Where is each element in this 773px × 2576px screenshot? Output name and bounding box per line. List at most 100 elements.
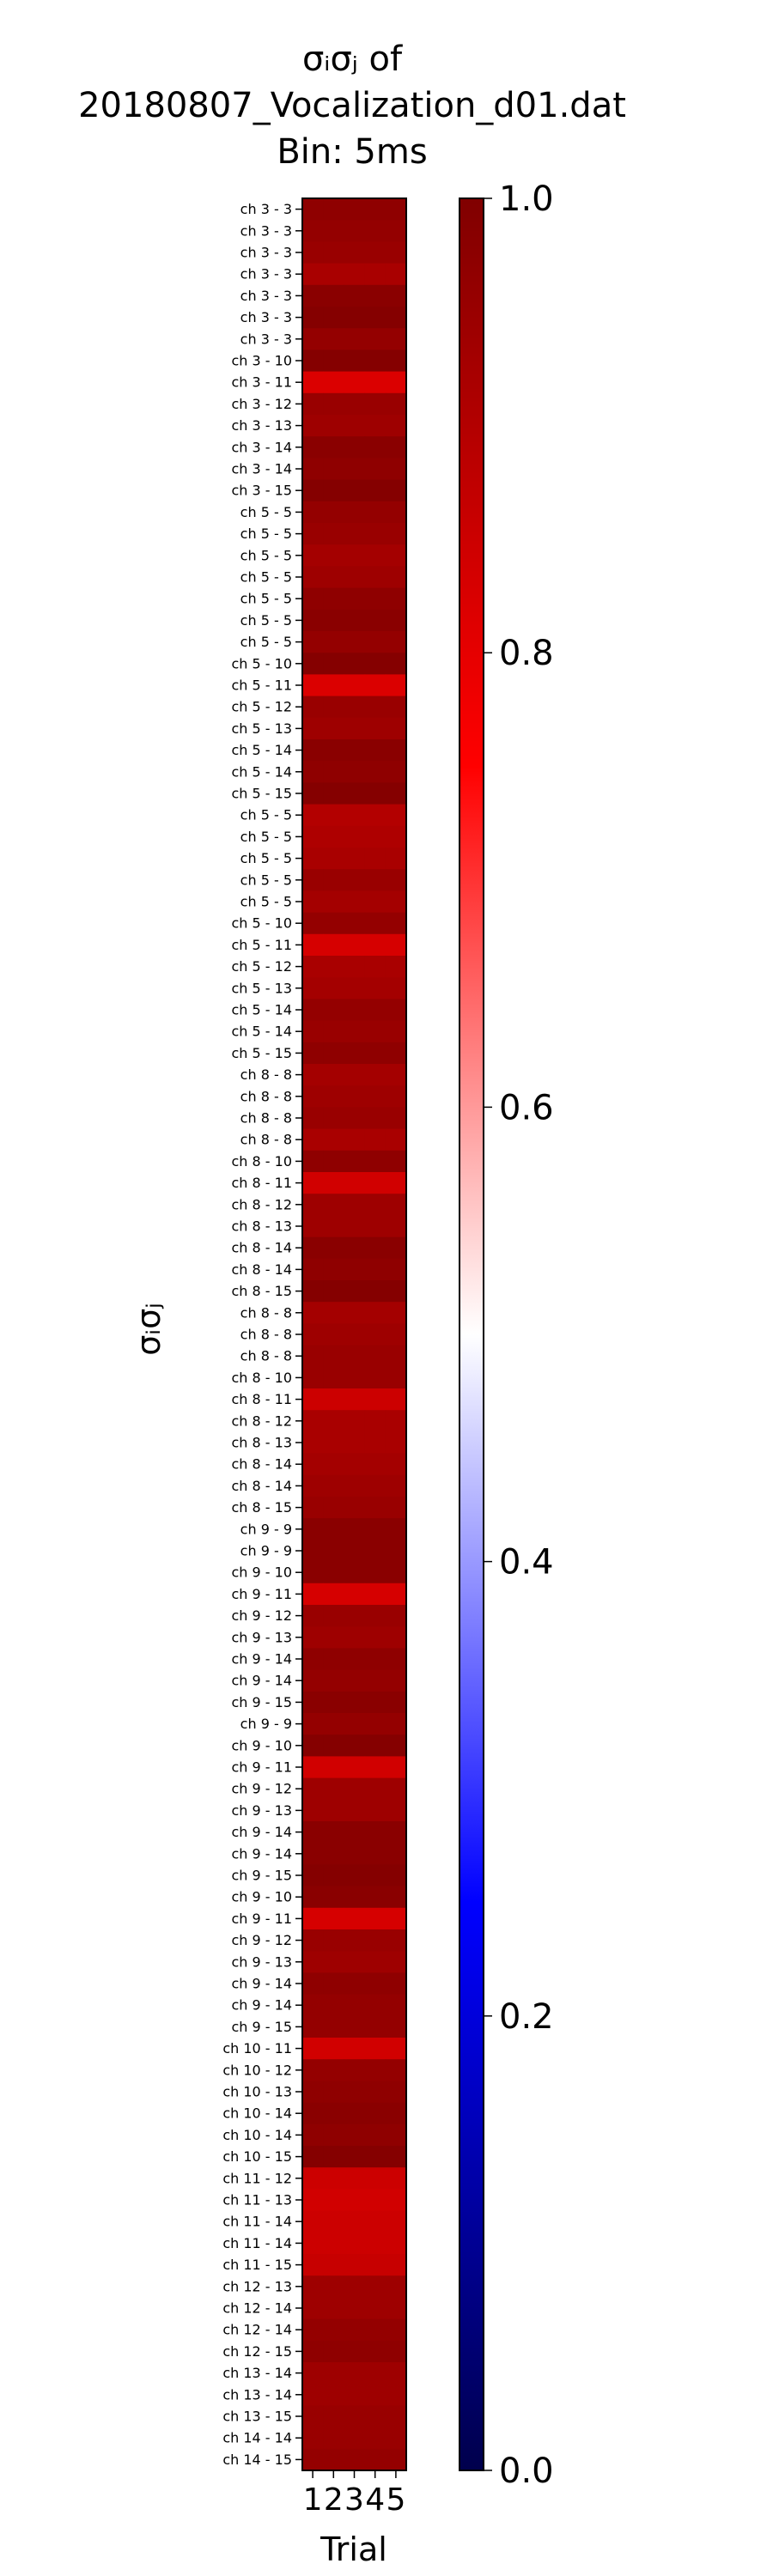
y-tick-label: ch 9 - 13: [231, 1629, 292, 1645]
heatmap-cell: [385, 956, 407, 978]
y-tick-label: ch 5 - 14: [231, 1002, 292, 1018]
heatmap-cell: [302, 1929, 324, 1952]
heatmap-cell: [344, 1951, 366, 1973]
heatmap-cell: [323, 1669, 344, 1692]
y-tick-label: ch 5 - 13: [231, 980, 292, 996]
heatmap-cell: [323, 1474, 344, 1498]
heatmap-cell: [364, 198, 386, 221]
heatmap-cell: [302, 263, 324, 286]
heatmap-cell: [323, 392, 344, 416]
y-tick-label: ch 5 - 15: [231, 786, 292, 802]
heatmap-cell: [302, 2059, 324, 2081]
y-tick-label: ch 10 - 11: [222, 2040, 292, 2057]
heatmap-cell: [323, 674, 344, 697]
y-tick-label: ch 9 - 11: [231, 1759, 292, 1776]
heatmap-cell: [302, 933, 324, 957]
heatmap-cell: [364, 1107, 386, 1130]
colorbar-tick-label: 0.6: [499, 1088, 554, 1127]
heatmap-cell: [323, 1864, 344, 1887]
heatmap-cell: [385, 198, 407, 221]
heatmap-cell: [385, 653, 407, 675]
heatmap-cell: [385, 2038, 407, 2060]
heatmap-cell: [302, 1302, 324, 1324]
heatmap-cell: [385, 1323, 407, 1346]
heatmap-cell: [344, 2340, 366, 2363]
heatmap-cell: [364, 782, 386, 805]
y-tick-label: ch 9 - 14: [231, 1673, 292, 1689]
heatmap-cell: [364, 1280, 386, 1303]
y-tick-label: ch 5 - 5: [240, 634, 292, 650]
heatmap-cell: [385, 1280, 407, 1303]
heatmap-cell: [385, 2015, 407, 2038]
heatmap-cell: [385, 2318, 407, 2342]
heatmap-cell: [323, 328, 344, 350]
heatmap-cell: [364, 609, 386, 632]
y-tick-label: ch 5 - 13: [231, 720, 292, 737]
y-tick-label: ch 8 - 15: [231, 1499, 292, 1516]
heatmap-cell: [364, 2405, 386, 2428]
y-tick-labels: ch 3 - 3 ch 3 - 3 ch 3 - 3 ch 3 - 3 ch 3 - 3…: [222, 201, 302, 2468]
heatmap-cell: [364, 1799, 386, 1822]
heatmap-cell: [385, 2059, 407, 2081]
heatmap-cell: [302, 523, 324, 545]
heatmap-cell: [323, 1497, 344, 1519]
heatmap-cell: [302, 2232, 324, 2255]
heatmap-cell: [385, 1626, 407, 1649]
heatmap-cell: [364, 436, 386, 459]
heatmap-cell: [364, 977, 386, 999]
heatmap-cell: [323, 1172, 344, 1194]
heatmap-cell: [323, 2015, 344, 2038]
heatmap-cell: [344, 241, 366, 264]
heatmap-cell: [364, 1302, 386, 1324]
heatmap-cell: [364, 241, 386, 264]
heatmap-cell: [323, 1713, 344, 1735]
y-tick-label: ch 13 - 15: [222, 2409, 292, 2425]
y-tick-label: ch 8 - 10: [231, 1370, 292, 1386]
heatmap-cell: [385, 1994, 407, 2017]
y-tick-label: ch 8 - 12: [231, 1196, 292, 1212]
heatmap-cell: [344, 349, 366, 373]
x-tick-label: 5: [386, 2482, 405, 2518]
heatmap-cell: [302, 2405, 324, 2428]
y-tick-label: ch 13 - 14: [222, 2386, 292, 2403]
heatmap-cell: [385, 1799, 407, 1822]
heatmap-cell: [323, 804, 344, 827]
heatmap-cell: [385, 609, 407, 632]
heatmap-cell: [323, 825, 344, 848]
heatmap-cell: [385, 1410, 407, 1432]
y-tick-label: ch 9 - 15: [231, 1868, 292, 1884]
heatmap-cell: [323, 999, 344, 1022]
y-tick-label: ch 9 - 12: [231, 1607, 292, 1624]
heatmap-cell: [323, 1042, 344, 1065]
heatmap-cell: [385, 307, 407, 329]
heatmap-cell: [385, 2189, 407, 2212]
heatmap-cell: [344, 977, 366, 999]
heatmap-cell: [385, 1561, 407, 1584]
heatmap-cells: [302, 198, 407, 2471]
heatmap-cell: [323, 631, 344, 653]
heatmap-cell: [344, 501, 366, 524]
heatmap-cell: [302, 2123, 324, 2147]
colorbar-tick-label: 1.0: [499, 179, 554, 219]
heatmap-cell: [364, 479, 386, 502]
heatmap-cell: [323, 2405, 344, 2428]
heatmap-cell: [344, 890, 366, 914]
heatmap-cell: [385, 1864, 407, 1887]
heatmap-cell: [302, 1756, 324, 1779]
heatmap-cell: [344, 1150, 366, 1173]
heatmap-cell: [323, 2275, 344, 2298]
heatmap-cell: [364, 674, 386, 697]
colorbar: 0.0 0.2 0.4 0.6 0.8 1.0: [459, 179, 554, 2491]
heatmap-cell: [364, 1410, 386, 1432]
heatmap-cell: [364, 587, 386, 611]
heatmap-cell: [323, 587, 344, 611]
heatmap-cell: [364, 1323, 386, 1346]
heatmap-cell: [364, 1020, 386, 1043]
heatmap-cell: [302, 1886, 324, 1909]
heatmap-cell: [364, 1366, 386, 1389]
y-tick-label: ch 5 - 5: [240, 591, 292, 607]
heatmap-cell: [302, 1323, 324, 1346]
colorbar-tick-label: 0.2: [499, 1997, 554, 2037]
heatmap-cell: [302, 2210, 324, 2233]
heatmap-cell: [323, 501, 344, 524]
